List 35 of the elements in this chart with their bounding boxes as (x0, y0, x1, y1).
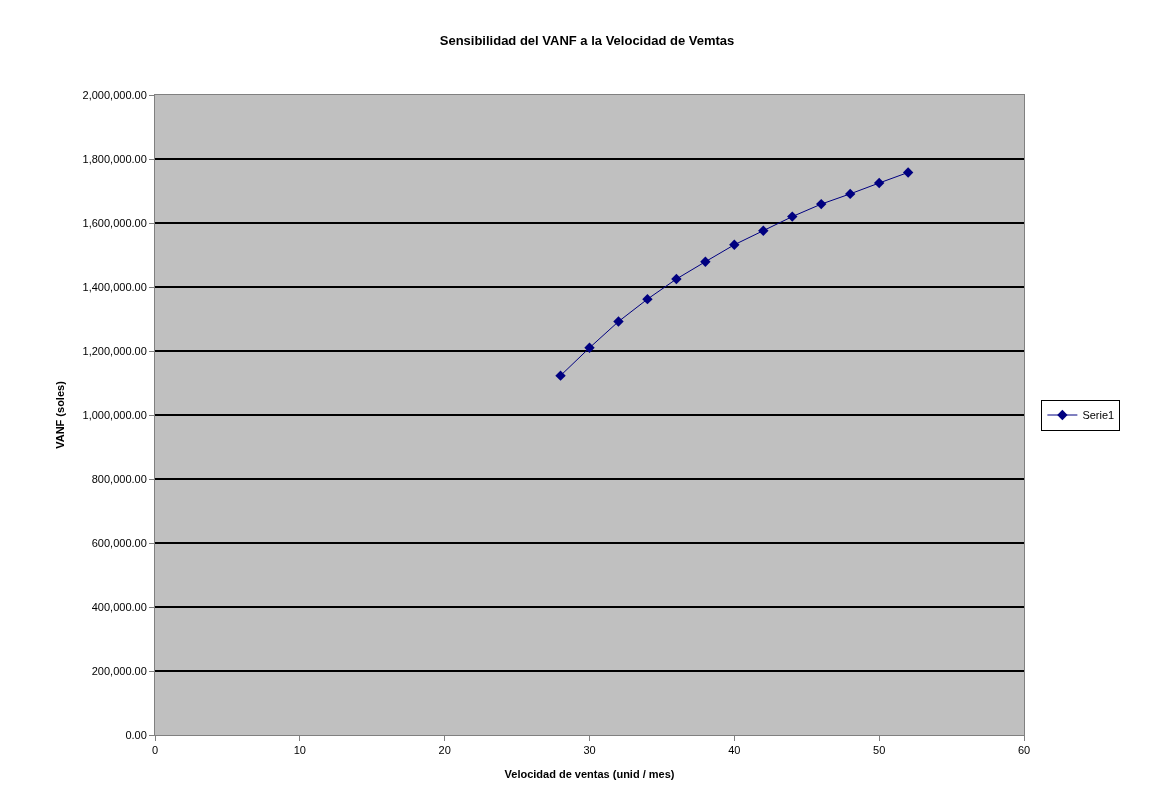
y-tick-label: 1,800,000.00 (82, 152, 147, 165)
point (816, 198, 827, 210)
point (787, 211, 798, 222)
point (902, 167, 914, 178)
y-tick-label: 1,200,000.00 (82, 344, 147, 357)
point (642, 293, 653, 305)
y-tick-label: 1,000,000.00 (82, 408, 147, 421)
y-tick-label: 0.00 (125, 728, 147, 741)
x-axis-title: Velocidad de ventas (unid / mes) (504, 768, 675, 781)
chart-title: Sensibilidad del VANF a la Velocidad de Vemtas (439, 33, 735, 49)
point (671, 273, 682, 285)
x-tick-label: 20 (438, 744, 451, 757)
point (700, 256, 711, 267)
point (758, 225, 769, 236)
x-tick-label: 50 (873, 744, 886, 757)
y-tick-label: 600,000.00 (91, 536, 147, 549)
y-axis-title: VANF (soles) (54, 380, 67, 449)
x-tick-label: 0 (151, 744, 159, 757)
point (845, 188, 856, 200)
x-tick-label: 30 (583, 744, 596, 757)
x-tick-label: 40 (728, 744, 741, 757)
y-tick-label: 1,400,000.00 (82, 280, 147, 293)
point (584, 342, 595, 353)
y-tick-label: 800,000.00 (91, 472, 147, 485)
y-tick-label: 400,000.00 (91, 600, 147, 613)
point (729, 239, 740, 250)
point (613, 316, 624, 327)
x-tick-label: 60 (1017, 744, 1031, 757)
point (873, 177, 885, 189)
point (555, 370, 566, 381)
y-tick-label: 200,000.00 (91, 664, 147, 677)
y-tick-label: 1,600,000.00 (82, 216, 147, 229)
x-tick-label: 10 (293, 744, 306, 757)
legend-label: Serie1 (1082, 409, 1115, 422)
y-tick-label: 2,000,000.00 (82, 88, 147, 101)
